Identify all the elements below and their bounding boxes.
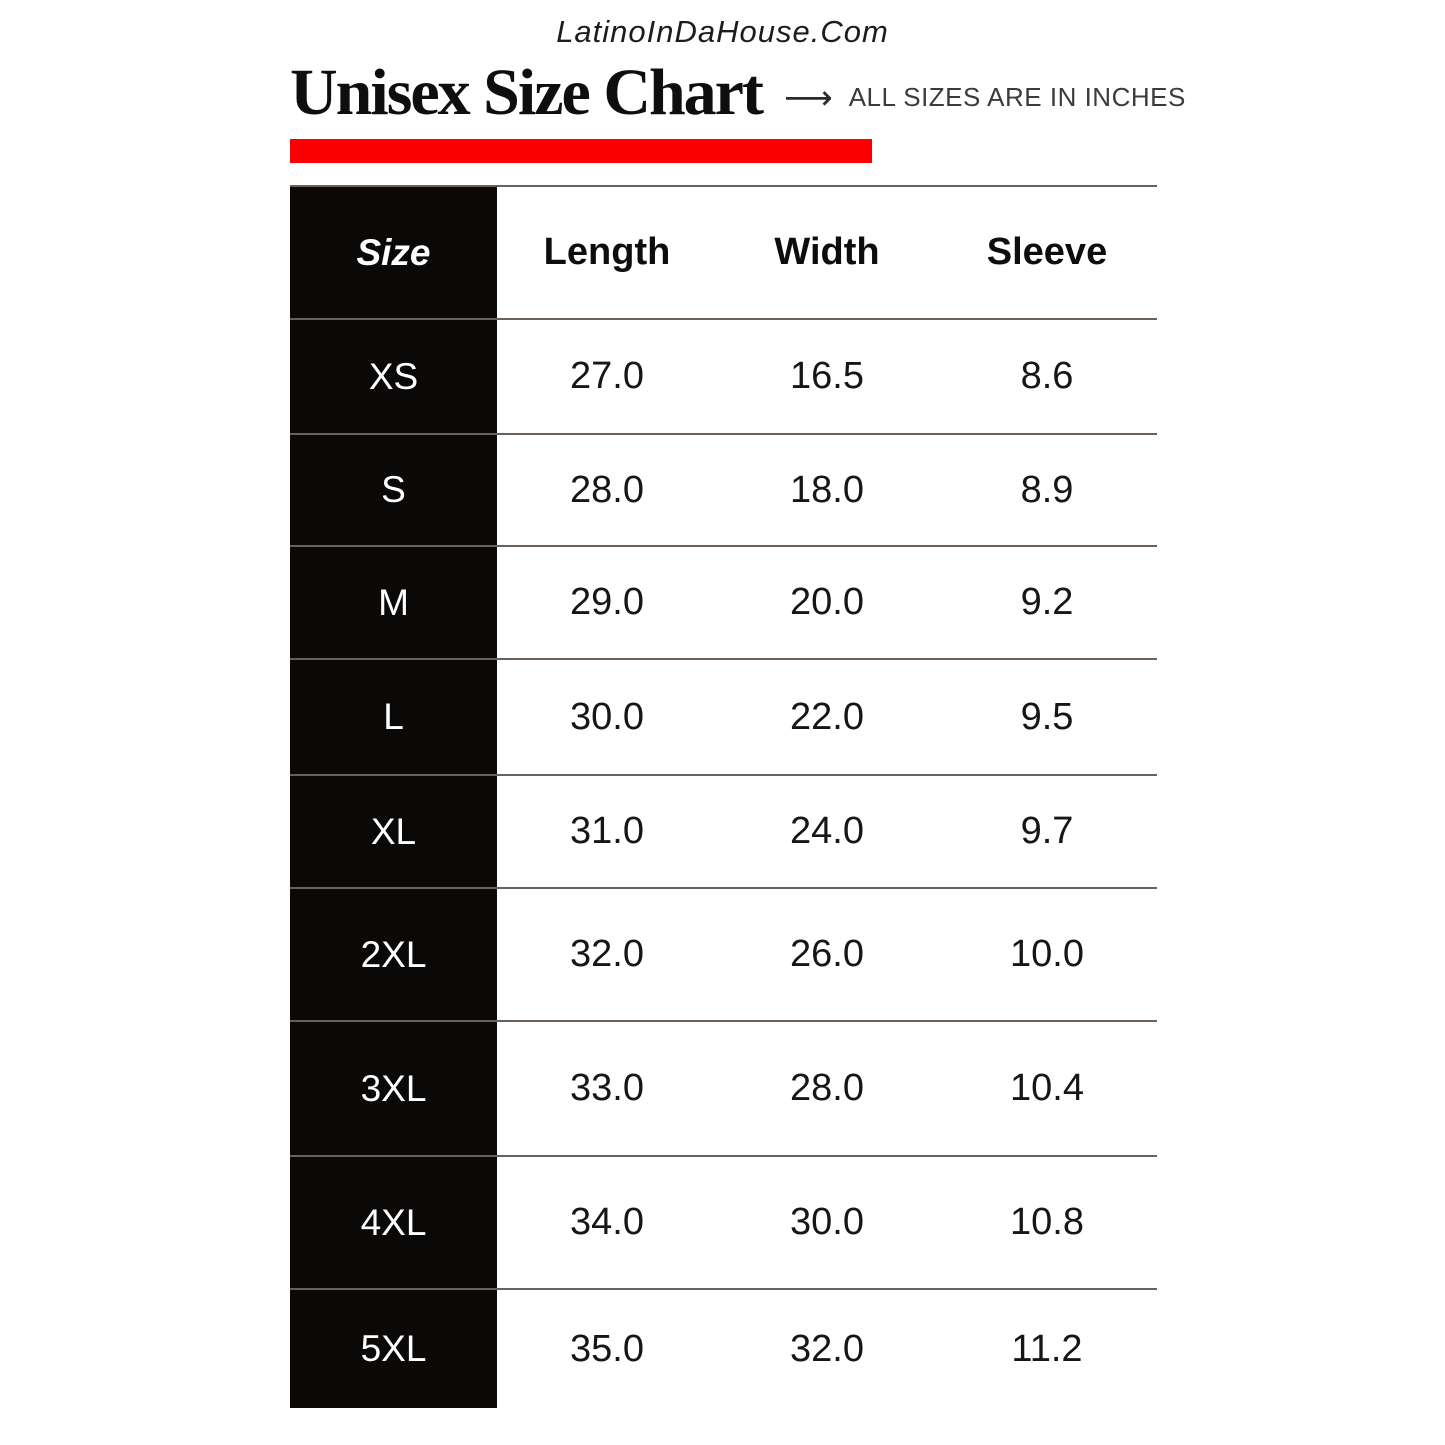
table-row-m: M 29.0 20.0 9.2 <box>290 547 1157 660</box>
size-cell: S <box>290 435 497 545</box>
size-cell: XS <box>290 320 497 433</box>
length-cell: 27.0 <box>570 355 644 397</box>
width-cell: 16.5 <box>790 355 864 397</box>
size-cell: 4XL <box>290 1157 497 1288</box>
table-row-xl: XL 31.0 24.0 9.7 <box>290 776 1157 889</box>
size-cell: XL <box>290 776 497 887</box>
width-cell: 26.0 <box>790 933 864 975</box>
size-cell: M <box>290 547 497 658</box>
length-cell: 32.0 <box>570 933 644 975</box>
table-row-2xl: 2XL 32.0 26.0 10.0 <box>290 889 1157 1022</box>
size-cell: L <box>290 660 497 774</box>
sleeve-cell: 9.5 <box>1020 695 1074 738</box>
sleeve-cell: 10.8 <box>1010 1201 1084 1243</box>
width-cell: 22.0 <box>790 695 864 738</box>
size-cell: 2XL <box>290 889 497 1020</box>
sleeve-cell: 9.2 <box>1020 581 1074 623</box>
length-cell: 35.0 <box>570 1327 644 1370</box>
length-cell: 28.0 <box>570 468 644 511</box>
column-header-length: Length <box>543 231 671 273</box>
column-header-size: Size <box>290 187 497 318</box>
sleeve-cell: 10.0 <box>1010 933 1084 975</box>
width-cell: 20.0 <box>790 581 864 623</box>
column-header-width: Width <box>774 231 880 273</box>
right-arrow-icon: ⟶ <box>783 78 833 118</box>
table-row-5xl: 5XL 35.0 32.0 11.2 <box>290 1290 1157 1408</box>
length-cell: 30.0 <box>570 695 644 738</box>
table-row-s: S 28.0 18.0 8.9 <box>290 435 1157 547</box>
sleeve-cell: 9.7 <box>1020 810 1074 852</box>
sleeve-cell: 8.6 <box>1020 355 1074 397</box>
length-cell: 29.0 <box>570 581 644 623</box>
page-title: Unisex Size Chart <box>290 56 764 129</box>
sleeve-cell: 10.4 <box>1010 1067 1084 1109</box>
column-header-sleeve: Sleeve <box>986 231 1108 273</box>
sleeve-cell: 8.9 <box>1020 468 1074 511</box>
width-cell: 24.0 <box>790 810 864 852</box>
table-row-l: L 30.0 22.0 9.5 <box>290 660 1157 776</box>
table-header-row: Size Length Width Sleeve <box>290 187 1157 320</box>
accent-bar <box>290 139 872 163</box>
title-row: Unisex Size Chart ⟶ ALL SIZES ARE IN INC… <box>290 60 1385 126</box>
size-table: Size Length Width Sleeve XS 27.0 16.5 8.… <box>290 185 1157 1408</box>
units-note: ALL SIZES ARE IN INCHES <box>848 81 1186 112</box>
size-cell: 3XL <box>290 1022 497 1155</box>
width-cell: 30.0 <box>790 1201 864 1243</box>
size-cell: 5XL <box>290 1290 497 1408</box>
length-cell: 33.0 <box>570 1067 644 1109</box>
length-cell: 31.0 <box>570 810 644 852</box>
width-cell: 28.0 <box>790 1067 864 1109</box>
width-cell: 32.0 <box>790 1327 864 1370</box>
site-url: LatinoInDaHouse.Com <box>556 14 889 49</box>
width-cell: 18.0 <box>790 468 864 511</box>
length-cell: 34.0 <box>570 1201 644 1243</box>
table-row-3xl: 3XL 33.0 28.0 10.4 <box>290 1022 1157 1157</box>
table-row-4xl: 4XL 34.0 30.0 10.8 <box>290 1157 1157 1290</box>
sleeve-cell: 11.2 <box>1011 1327 1083 1370</box>
table-row-xs: XS 27.0 16.5 8.6 <box>290 320 1157 435</box>
